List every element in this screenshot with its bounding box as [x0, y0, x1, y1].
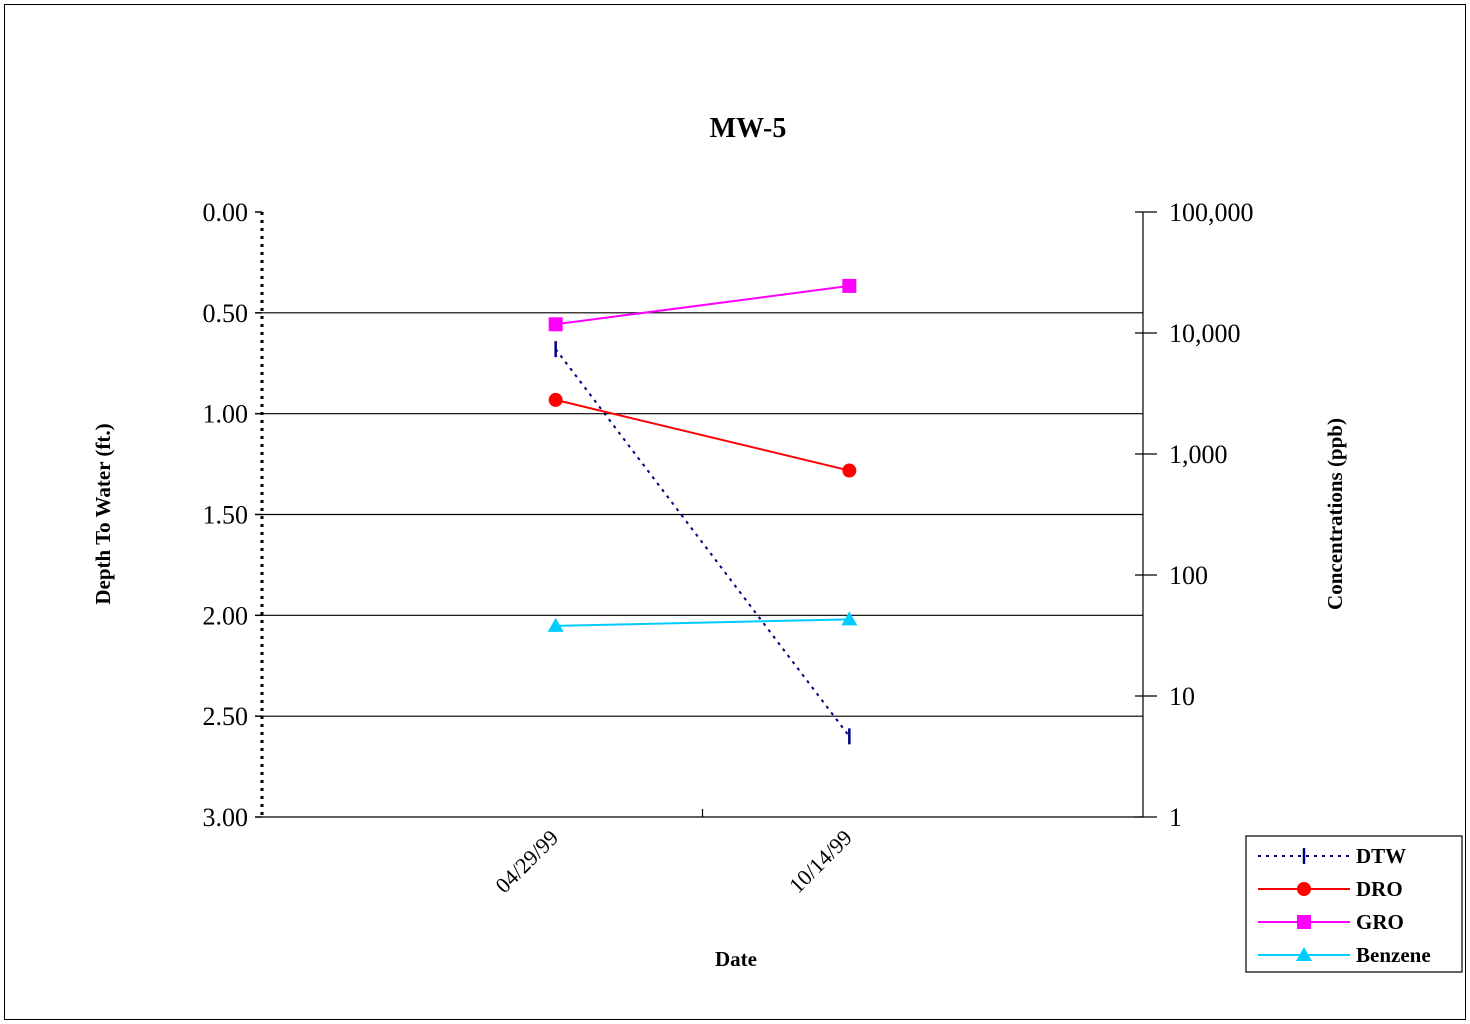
- data-point: [842, 279, 856, 293]
- right-tick-label: 100,000: [1169, 198, 1254, 227]
- right-tick-label: 10: [1169, 682, 1195, 711]
- data-point: [842, 464, 856, 478]
- right-tick-label: 100: [1169, 561, 1208, 590]
- legend: DTW DRO GRO Benzene: [1246, 836, 1462, 972]
- series-layer: [548, 279, 858, 744]
- right-tick-label: 10,000: [1169, 319, 1241, 348]
- legend-label: DRO: [1356, 877, 1403, 901]
- left-tick-label: 0.00: [203, 198, 249, 227]
- series-line: [556, 400, 850, 471]
- series-gro: [549, 279, 857, 331]
- legend-label: Benzene: [1356, 943, 1431, 967]
- legend-label: DTW: [1356, 844, 1406, 868]
- data-point: [1297, 882, 1311, 896]
- series-line: [556, 349, 850, 736]
- series-dtw: [556, 341, 850, 744]
- x-tick-label: 10/14/99: [784, 825, 857, 898]
- series-dro: [549, 393, 857, 478]
- x-axis-ticks: 04/29/99 10/14/99: [490, 809, 857, 898]
- left-tick-label: 1.50: [203, 501, 249, 530]
- right-axis-ticks: 100,000 10,000 1,000 100 10 1: [1135, 198, 1254, 832]
- left-tick-label: 1.00: [203, 400, 249, 429]
- left-tick-label: 2.50: [203, 702, 249, 731]
- left-tick-label: 2.00: [203, 601, 249, 630]
- left-tick-label: 3.00: [203, 803, 249, 832]
- left-axis-ticks: 0.00 0.50 1.00 1.50 2.00 2.50 3.00: [203, 198, 263, 832]
- left-tick-label: 0.50: [203, 299, 249, 328]
- legend-label: GRO: [1356, 910, 1404, 934]
- chart-title: MW-5: [710, 113, 787, 144]
- left-axis-label: Depth To Water (ft.): [91, 423, 115, 604]
- right-tick-label: 1,000: [1169, 440, 1228, 469]
- x-axis-label: Date: [715, 947, 757, 971]
- series-benzene: [548, 611, 858, 631]
- data-point: [549, 393, 563, 407]
- series-line: [556, 286, 850, 324]
- data-point: [549, 317, 563, 331]
- right-axis-label: Concentrations (ppb): [1323, 418, 1347, 610]
- data-point: [1297, 915, 1311, 929]
- series-line: [556, 619, 850, 625]
- gridlines: [262, 313, 1143, 716]
- x-tick-label: 04/29/99: [490, 825, 563, 898]
- right-tick-label: 1: [1169, 803, 1182, 832]
- data-point: [841, 611, 857, 625]
